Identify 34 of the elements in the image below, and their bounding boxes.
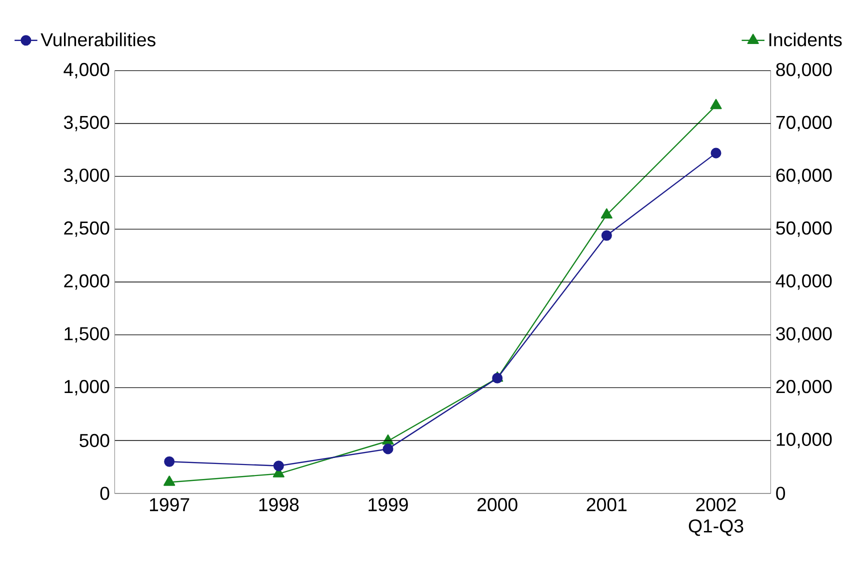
point xyxy=(710,98,722,110)
legend-label: Incidents xyxy=(769,32,842,46)
x-tick-label: 1998 xyxy=(259,498,299,512)
y-tick-label: 3,000 xyxy=(64,168,110,184)
point xyxy=(164,456,175,467)
point xyxy=(600,208,612,218)
y-tick-label: 3,500 xyxy=(64,116,110,132)
y2-tick-label: 70,000 xyxy=(776,116,832,132)
y-tick-label: 4,000 xyxy=(64,62,110,78)
x-tick-label: 1997 xyxy=(150,498,190,512)
x-tick-label: 2000 xyxy=(478,498,518,512)
x-tick-label: 2002 Q1-Q3 xyxy=(688,498,744,536)
y2-tick-label: 60,000 xyxy=(776,168,832,184)
x-tick-label: 2001 xyxy=(586,498,627,512)
y2-tick-label: 30,000 xyxy=(776,327,832,343)
y2-tick-label: 50,000 xyxy=(776,221,832,237)
y2-tick-label: 20,000 xyxy=(776,380,832,396)
y-tick-label: 1,000 xyxy=(64,380,110,396)
y-tick-label: 2,000 xyxy=(64,274,110,290)
point xyxy=(273,460,284,472)
point xyxy=(710,148,722,158)
point xyxy=(601,230,612,241)
y-tick-label: 2,500 xyxy=(64,221,110,237)
point xyxy=(382,444,394,454)
point xyxy=(164,476,176,486)
legend-label: Vulnerabilities xyxy=(40,32,156,46)
y2-tick-label: 40,000 xyxy=(776,274,832,290)
y2-tick-label: 0 xyxy=(776,486,786,500)
y2-tick-label: 80,000 xyxy=(776,62,832,78)
y-tick-label: 0 xyxy=(100,486,110,500)
y-tick-label: 500 xyxy=(80,434,110,448)
y-tick-label: 1,500 xyxy=(64,327,110,343)
x-tick-label: 1999 xyxy=(368,498,408,512)
y2-tick-label: 10,000 xyxy=(776,432,832,448)
